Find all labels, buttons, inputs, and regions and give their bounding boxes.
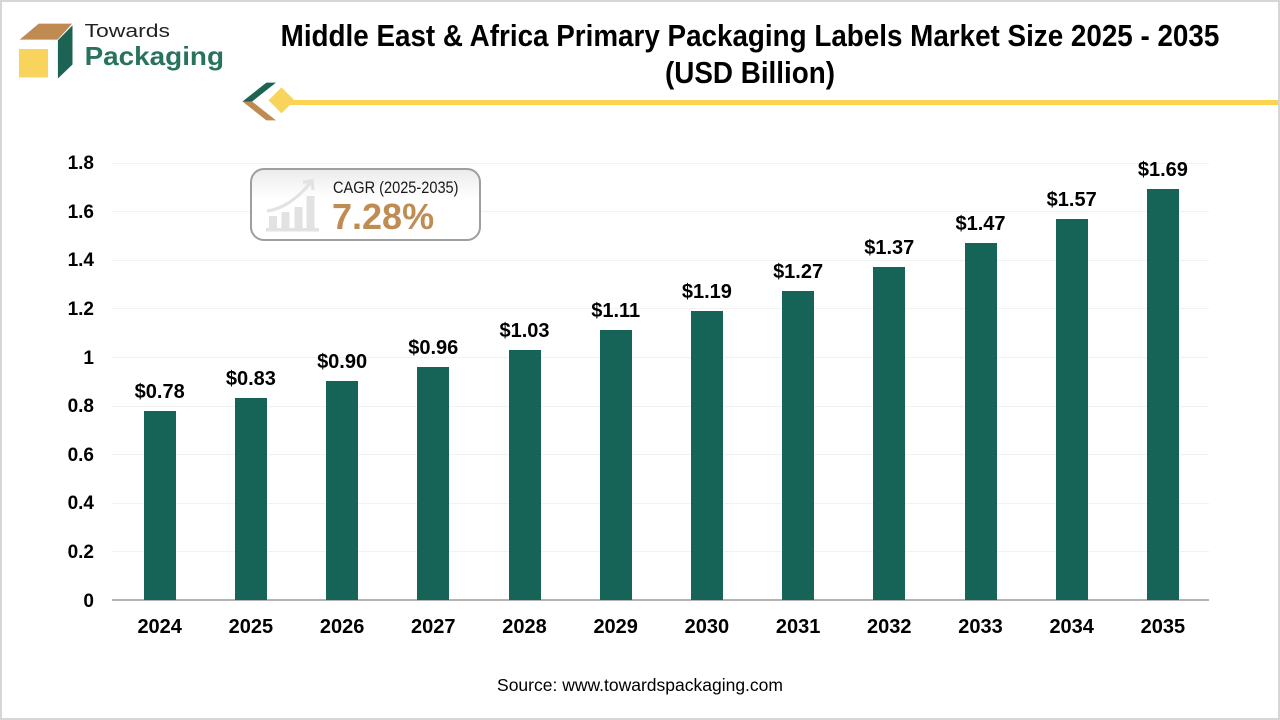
svg-text:Towards: Towards bbox=[85, 21, 170, 41]
svg-text:Packaging: Packaging bbox=[85, 41, 224, 71]
